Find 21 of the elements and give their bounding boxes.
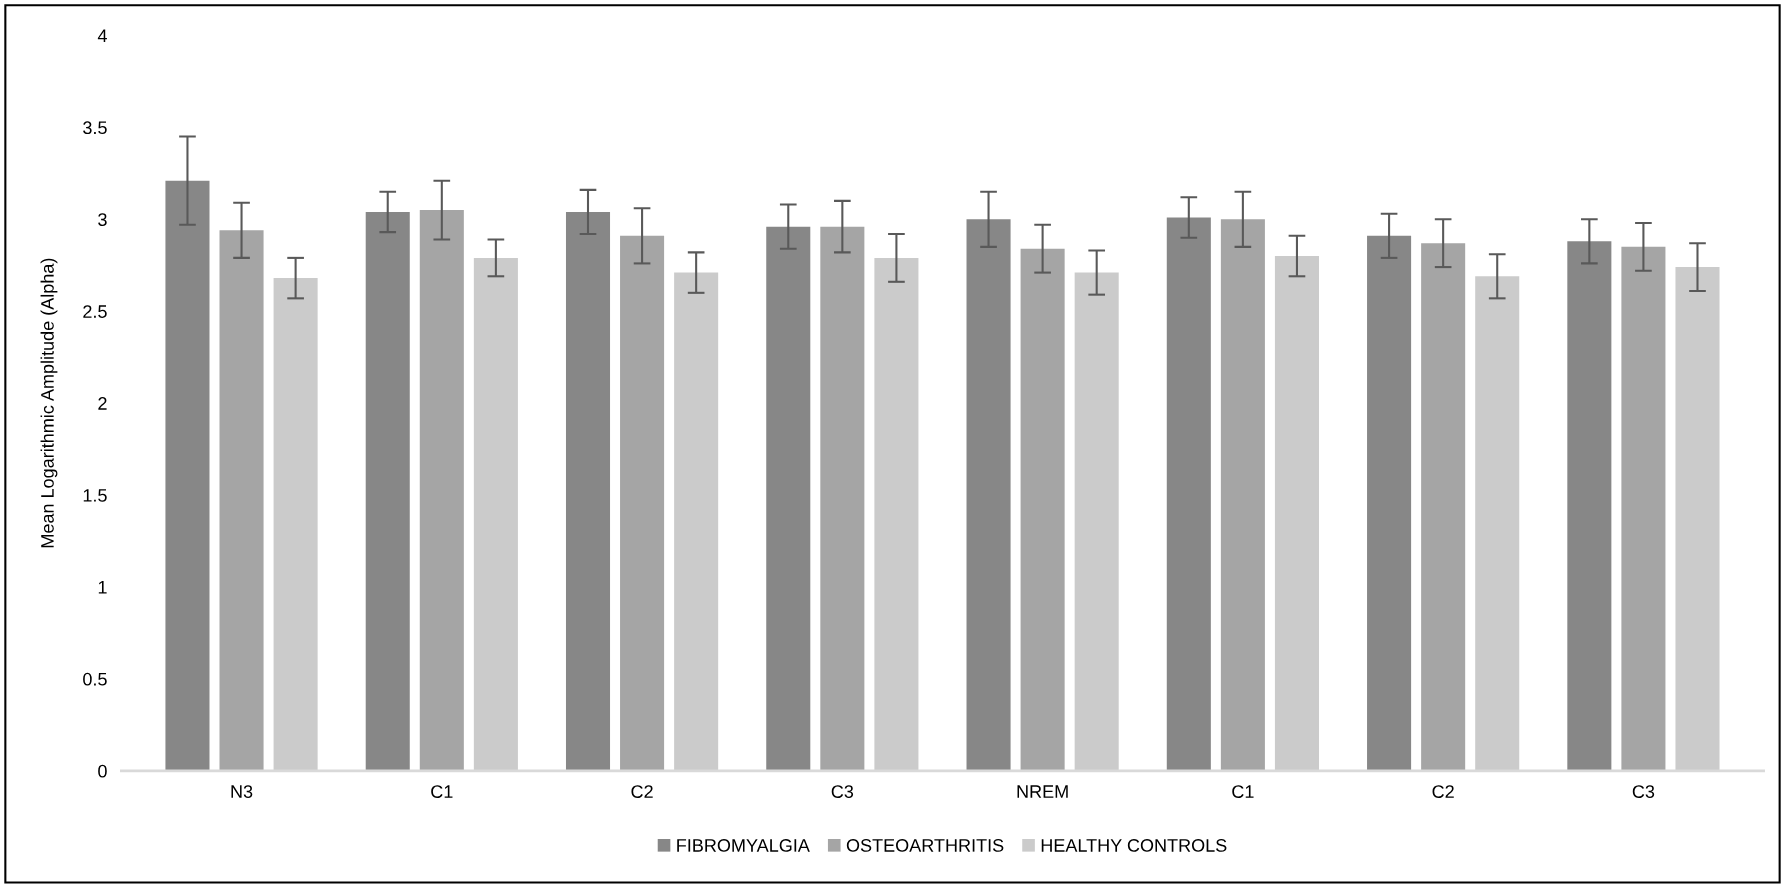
x-tick-label: N3 xyxy=(231,785,253,798)
y-tick-label: 1 xyxy=(98,581,107,594)
x-tick-label: C1 xyxy=(1232,785,1254,798)
y-tick-label: 0.5 xyxy=(83,672,107,686)
legend-label: OSTEOARTHRITIS xyxy=(846,839,1004,852)
x-tick-label: C2 xyxy=(1432,785,1454,798)
x-tick-label: C3 xyxy=(1632,785,1655,798)
legend-label: HEALTHY CONTROLS xyxy=(1041,839,1227,852)
x-tick-label: C2 xyxy=(631,785,653,798)
y-tick-label: 2 xyxy=(98,397,107,410)
x-tick-label: C1 xyxy=(431,785,453,798)
legend-label: FIBROMYALGIA xyxy=(677,839,810,852)
y-axis-title: Mean Logarithmic Amplitude (Alpha) xyxy=(40,258,58,548)
y-tick-label: 2.5 xyxy=(83,305,107,318)
y-tick-label: 0 xyxy=(98,764,107,778)
x-tick-label: NREM xyxy=(1017,785,1068,798)
x-tick-label: C3 xyxy=(831,785,854,798)
y-tick-label: 1.5 xyxy=(83,489,107,502)
y-tick-label: 3 xyxy=(98,213,107,227)
y-tick-label: 4 xyxy=(97,29,107,42)
y-tick-label: 3.5 xyxy=(83,121,107,135)
